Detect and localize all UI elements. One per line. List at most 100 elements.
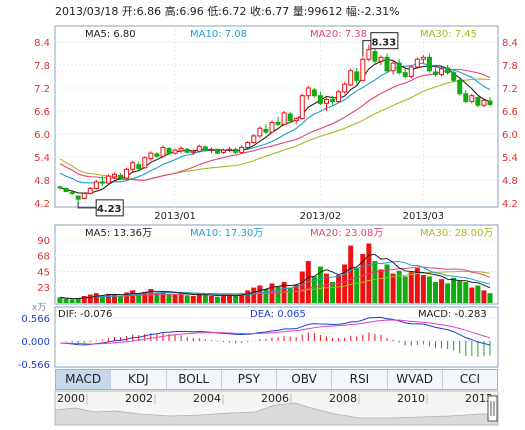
price-tick-left: 7.2 [34,84,50,95]
candle-body [105,175,111,184]
candle-body [487,100,493,105]
volume-bar [93,293,99,303]
candle-body [451,72,457,81]
tab-rsi[interactable]: RSI [332,370,388,389]
candle-body [257,127,263,137]
volume-bar [293,284,299,303]
callout-box-low [95,199,124,217]
volume-tick: 68 [37,251,50,262]
candle-body [251,135,257,143]
candle-body [245,141,251,148]
volume-tick: 90 [37,236,50,247]
volume-bar [348,245,354,303]
candle-body [457,79,463,95]
volume-bar [233,296,239,303]
volume-bar [202,294,208,303]
volume-bar [426,276,432,303]
date-label: 2013/03 [403,211,445,222]
volume-bar [439,279,445,303]
volume-bar [63,298,69,303]
tab-obv[interactable]: OBV [277,370,333,389]
timeline-navigator[interactable]: 2000 2002 2004 2006 2008 2010 2012 [54,390,499,426]
price-tick-left: 5.4 [34,153,50,164]
candle-body [63,187,69,193]
volume-bar [275,286,281,303]
candle-body [360,58,366,81]
candle-body [354,71,360,81]
candle-body [414,58,420,68]
volume-bar [124,292,130,303]
tab-kdj[interactable]: KDJ [111,370,167,389]
volume-bar [451,277,457,303]
candle-body [402,72,408,77]
candle-body [190,150,196,153]
volume-unit: x万 [32,303,46,313]
macd-dif-line [59,316,491,346]
candle-body [323,99,329,104]
candle-body [366,49,372,60]
candle-body [166,148,172,154]
volume-bar [112,294,118,303]
candle-body [445,67,451,74]
candle-body [154,153,160,157]
tab-cci[interactable]: CCI [459,372,481,386]
volume-bar [184,295,190,303]
volume-tick: 23 [37,283,50,294]
candle-body [130,162,136,170]
candle-body [336,91,342,102]
tab-boll[interactable]: BOLL [167,370,222,389]
tab-psy[interactable]: PSY [222,370,277,389]
volume-bar [81,296,87,303]
volume-bar [196,293,202,303]
macd-tick: 0.566 [21,314,50,325]
candle-body [475,97,481,106]
candle-body [426,56,432,72]
volume-bar [330,282,336,303]
candle-body [124,168,130,179]
tab-wvad[interactable]: WVAD [388,370,443,389]
tab-macd[interactable]: MACD [56,370,112,389]
candle-body [378,56,384,62]
timeline-range-handle[interactable] [487,395,498,422]
volume-bar [414,268,420,303]
macd-legend-dif: DIF: -0.076 [58,309,112,320]
volume-bar [360,254,366,303]
candle-body [269,122,275,133]
volume-bar [75,298,81,303]
legend-ma10: MA10: 7.08 [190,29,247,40]
volume-bar [251,287,257,303]
volume-bar [475,285,481,303]
legend-ma30: MA30: 7.45 [420,29,477,40]
price-tick-right: 6.0 [502,130,518,141]
volume-bar [342,264,348,303]
volume-bar [160,291,166,303]
price-panel: 8.4 7.8 7.2 6.6 6.0 5.4 4.8 4.2 8.4 7.8 7.2 6.6 6.0… [34,25,518,222]
candle-body [305,87,311,97]
candle-body [227,148,233,151]
volume-bar [263,289,269,303]
volume-bar [257,285,263,303]
ma5-line [59,59,491,194]
candle-body [408,66,414,77]
volume-bar [481,290,487,303]
timeline-year-label: 2002 [125,392,153,405]
candle-body [299,95,305,120]
candle-body [239,146,245,153]
volume-bar [148,289,154,303]
price-tick-right: 4.2 [502,199,518,210]
vol-legend-ma5: MA5: 13.36万 [85,228,152,239]
volume-bar [432,282,438,303]
volume-bar [154,292,160,303]
volume-bar [178,293,184,303]
candle-body [136,164,142,170]
candle-body [390,62,396,72]
volume-bar [136,293,142,303]
macd-legend-macd: MACD: -0.283 [418,309,487,320]
candle-body [69,191,75,194]
vol-legend-ma20: MA20: 23.08万 [310,228,383,239]
volume-bar [463,282,469,303]
callout-high: 8.33 [372,38,397,49]
candle-body [196,145,202,152]
volume-bar [372,261,378,303]
candle-body [281,112,287,125]
